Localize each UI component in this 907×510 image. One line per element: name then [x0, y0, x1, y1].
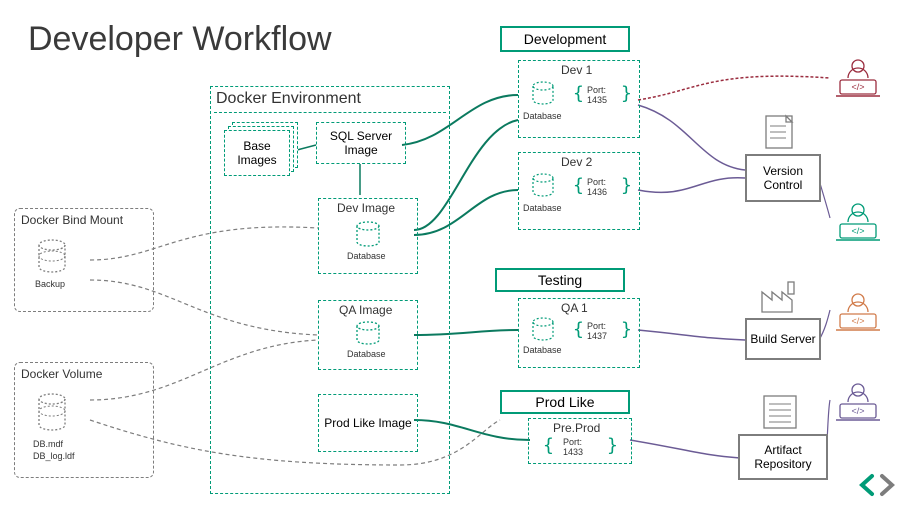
prod-like-image-label: Prod Like Image: [324, 416, 411, 430]
brace-icon: {: [573, 83, 584, 104]
laptop-icon: </>: [830, 56, 886, 100]
database-icon: [355, 221, 381, 249]
dev-image-box: Dev Image Database: [318, 198, 418, 274]
prodlike-header: Prod Like: [500, 390, 630, 414]
qa-image-box: QA Image Database: [318, 300, 418, 370]
bind-mount-box: Docker Bind Mount Backup: [14, 208, 154, 312]
brace-icon: {: [573, 319, 584, 340]
brace-icon: }: [621, 83, 632, 104]
volume-file-1: DB.mdf: [33, 439, 63, 449]
version-control-label: Version Control: [747, 164, 819, 192]
database-icon: [37, 393, 67, 433]
database-icon: [531, 81, 555, 107]
qa-image-title: QA Image: [339, 303, 392, 317]
svg-text:</>: </>: [851, 406, 864, 416]
dev1-port: 1435: [587, 95, 607, 105]
build-server-label: Build Server: [750, 332, 815, 346]
document-icon: [760, 112, 800, 152]
dev-image-db-label: Database: [347, 251, 386, 261]
qa1-port: 1437: [587, 331, 607, 341]
backup-label: Backup: [35, 279, 65, 289]
dev2-db-label: Database: [523, 203, 562, 213]
brace-icon: }: [607, 435, 618, 456]
qa1-title: QA 1: [561, 301, 588, 315]
svg-text:</>: </>: [851, 316, 864, 326]
development-title: Development: [524, 31, 607, 47]
brace-icon: {: [573, 175, 584, 196]
dev1-box: Dev 1 Database { } Port: 1435: [518, 60, 640, 138]
dev1-db-label: Database: [523, 111, 562, 121]
dev2-port: 1436: [587, 187, 607, 197]
dev1-title: Dev 1: [561, 63, 592, 77]
factory-icon: [758, 276, 802, 316]
laptop-icon: </>: [830, 380, 886, 424]
dev1-port-lbl: Port:: [587, 85, 606, 95]
brace-icon: }: [621, 319, 632, 340]
volume-file-2: DB_log.ldf: [33, 451, 75, 461]
database-icon: [355, 321, 381, 347]
sql-server-image-box: SQL Server Image: [316, 122, 406, 164]
testing-header: Testing: [495, 268, 625, 292]
dev2-port-lbl: Port:: [587, 177, 606, 187]
laptop-icon: </>: [830, 290, 886, 334]
artifact-repo-label: Artifact Repository: [740, 443, 826, 471]
brace-icon: {: [543, 435, 554, 456]
development-header: Development: [500, 26, 630, 52]
database-icon: [37, 239, 67, 275]
database-icon: [531, 173, 555, 199]
svg-text:</>: </>: [851, 82, 864, 92]
list-icon: [760, 392, 800, 432]
docker-env-title: Docker Environment: [216, 90, 361, 108]
prod-like-image-box: Prod Like Image: [318, 394, 418, 452]
svg-text:</>: </>: [851, 226, 864, 236]
dev2-title: Dev 2: [561, 155, 592, 169]
base-images-box: Base Images: [224, 130, 290, 176]
brace-icon: }: [621, 175, 632, 196]
preprod-title: Pre.Prod: [553, 421, 600, 435]
preprod-port-lbl: Port:: [563, 437, 582, 447]
base-images-label: Base Images: [225, 139, 289, 167]
logo-icon: [858, 470, 898, 500]
qa1-db-label: Database: [523, 345, 562, 355]
page-title: Developer Workflow: [28, 20, 332, 59]
dev2-box: Dev 2 Database { } Port: 1436: [518, 152, 640, 230]
testing-title: Testing: [538, 272, 582, 288]
build-server-box: Build Server: [745, 318, 821, 360]
bind-mount-title: Docker Bind Mount: [21, 213, 123, 227]
divider: [214, 112, 446, 113]
dev-image-title: Dev Image: [337, 201, 395, 215]
qa1-port-lbl: Port:: [587, 321, 606, 331]
qa-image-db-label: Database: [347, 349, 386, 359]
laptop-icon: </>: [830, 200, 886, 244]
docker-volume-box: Docker Volume DB.mdf DB_log.ldf: [14, 362, 154, 478]
volume-title: Docker Volume: [21, 367, 102, 381]
qa1-box: QA 1 Database { } Port: 1437: [518, 298, 640, 368]
database-icon: [531, 317, 555, 343]
version-control-box: Version Control: [745, 154, 821, 202]
sql-server-image-label: SQL Server Image: [317, 129, 405, 157]
preprod-box: Pre.Prod { } Port: 1433: [528, 418, 632, 464]
prodlike-title: Prod Like: [535, 394, 594, 410]
artifact-repo-box: Artifact Repository: [738, 434, 828, 480]
preprod-port: 1433: [563, 447, 583, 457]
